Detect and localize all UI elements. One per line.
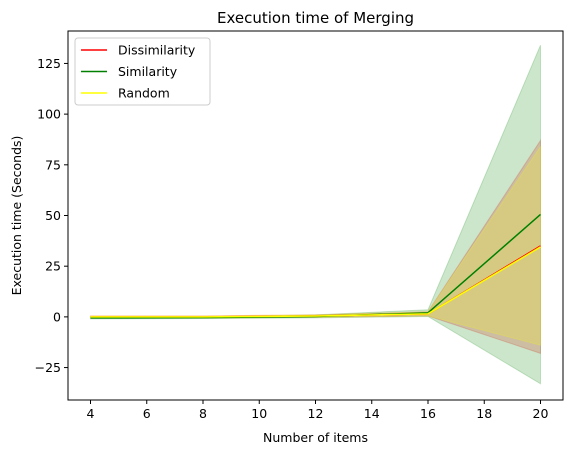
chart-title: Execution time of Merging <box>217 9 414 27</box>
y-tick-label: 100 <box>37 107 61 122</box>
x-tick-label: 14 <box>364 406 380 421</box>
legend-label-dissimilarity: Dissimilarity <box>118 43 196 58</box>
line-random <box>90 246 541 318</box>
x-tick-label: 16 <box>420 406 436 421</box>
y-tick-label: −25 <box>35 360 61 375</box>
x-axis-label: Number of items <box>263 430 368 445</box>
x-tick-label: 4 <box>87 406 95 421</box>
x-tick-label: 20 <box>533 406 549 421</box>
series-lines <box>90 213 541 319</box>
legend-box <box>74 37 211 106</box>
legend-label-similarity: Similarity <box>118 64 178 79</box>
x-tick-label: 8 <box>199 406 207 421</box>
y-axis-label: Execution time (Seconds) <box>9 136 24 296</box>
x-tick-label: 10 <box>251 406 267 421</box>
y-tick-label: 75 <box>45 157 61 172</box>
y-tick-label: 0 <box>53 309 61 324</box>
x-tick-label: 18 <box>476 406 492 421</box>
y-tick-label: 50 <box>45 208 61 223</box>
y-tick-label: 125 <box>37 56 61 71</box>
x-axis: 4 6 8 10 12 14 16 18 20 <box>87 400 549 421</box>
y-tick-label: 25 <box>45 259 61 274</box>
legend-items: Dissimilarity Similarity Random <box>81 43 196 101</box>
legend-label-random: Random <box>118 86 170 101</box>
x-tick-label: 6 <box>143 406 151 421</box>
legend: Dissimilarity Similarity Random <box>74 37 211 106</box>
y-axis: −25 0 25 50 75 100 125 <box>35 56 68 375</box>
x-tick-label: 12 <box>308 406 324 421</box>
